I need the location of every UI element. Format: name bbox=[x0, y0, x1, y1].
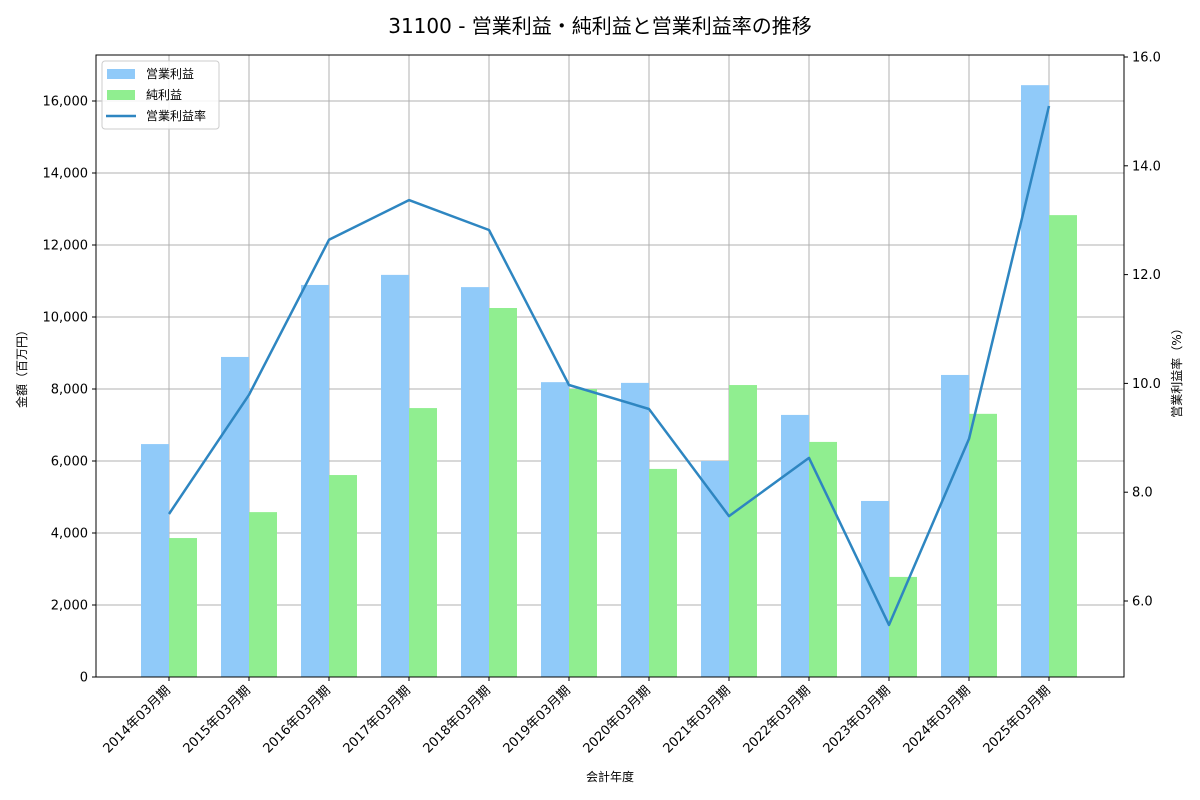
x-axis: 2014年03月期 2015年03月期 2016年03月期 2017年03月期 2018… bbox=[101, 677, 1054, 757]
bar-net-profit bbox=[809, 441, 837, 677]
bar-operating-profit bbox=[1021, 85, 1049, 677]
legend: 営業利益 純利益 営業利益率 bbox=[101, 60, 220, 130]
bar-operating-profit bbox=[701, 461, 729, 677]
x-tick-label: 2019年03月期 bbox=[501, 683, 574, 756]
bar-net-profit bbox=[329, 475, 357, 677]
legend-label-operating-profit: 営業利益 bbox=[146, 67, 194, 81]
x-tick-label: 2022年03月期 bbox=[741, 683, 814, 756]
bars bbox=[141, 85, 1077, 677]
y2-tick-label: 16.0 bbox=[1132, 51, 1161, 66]
y-tick-label: 2,000 bbox=[51, 599, 88, 614]
legend-label-margin: 営業利益率 bbox=[146, 108, 206, 123]
bar-operating-profit bbox=[941, 374, 969, 677]
y-tick-label: 4,000 bbox=[51, 527, 88, 542]
margin-polyline bbox=[167, 105, 1051, 627]
y-tick-label: 14,000 bbox=[43, 167, 89, 182]
y-axis-label: 金額（百万円） bbox=[14, 324, 29, 408]
bar-operating-profit bbox=[141, 444, 169, 677]
y-tick-label: 6,000 bbox=[51, 455, 88, 470]
y-tick-label: 0 bbox=[80, 671, 88, 686]
x-tick-label: 2016年03月期 bbox=[261, 683, 334, 756]
x-tick-label: 2021年03月期 bbox=[661, 683, 734, 756]
bar-net-profit bbox=[489, 308, 517, 677]
y-tick-label: 8,000 bbox=[51, 383, 88, 398]
bar-net-profit bbox=[169, 538, 197, 677]
x-tick-label: 2014年03月期 bbox=[101, 683, 174, 756]
bar-operating-profit bbox=[861, 500, 889, 677]
x-axis-label: 会計年度 bbox=[586, 769, 634, 784]
y2-tick-label: 8.0 bbox=[1132, 486, 1153, 501]
bar-net-profit bbox=[649, 468, 677, 677]
bar-net-profit bbox=[249, 512, 277, 677]
x-tick-label: 2015年03月期 bbox=[181, 683, 254, 756]
y-tick-label: 16,000 bbox=[43, 95, 89, 110]
y-tick-label: 10,000 bbox=[43, 311, 89, 326]
x-tick-label: 2018年03月期 bbox=[421, 683, 494, 756]
bar-net-profit bbox=[969, 413, 997, 677]
y-axis-left: 0 2,000 4,000 6,000 8,000 10,000 12,000 14,000 1… bbox=[43, 95, 96, 686]
y2-tick-label: 10.0 bbox=[1132, 377, 1161, 392]
bar-operating-profit bbox=[381, 274, 409, 677]
plot-frame bbox=[95, 54, 1125, 678]
x-tick-label: 2023年03月期 bbox=[821, 683, 894, 756]
y2-tick-label: 6.0 bbox=[1132, 595, 1153, 610]
bar-net-profit bbox=[409, 408, 437, 677]
bar-operating-profit bbox=[541, 382, 569, 677]
bar-net-profit bbox=[729, 385, 757, 677]
y-tick-label: 12,000 bbox=[43, 239, 89, 254]
bar-net-profit bbox=[569, 389, 597, 677]
bar-operating-profit bbox=[221, 356, 249, 677]
y2-tick-label: 14.0 bbox=[1132, 159, 1161, 174]
bar-operating-profit bbox=[301, 284, 329, 677]
y2-tick-label: 12.0 bbox=[1132, 268, 1161, 283]
x-tick-label: 2020年03月期 bbox=[581, 683, 654, 756]
bar-net-profit bbox=[1049, 215, 1077, 677]
chart-title: 31100 - 営業利益・純利益と営業利益率の推移 bbox=[388, 14, 812, 38]
y2-axis-label: 営業利益率（%） bbox=[1169, 322, 1184, 417]
bar-operating-profit bbox=[461, 287, 489, 677]
y-axis-right: 6.0 8.0 10.0 12.0 14.0 16.0 bbox=[1124, 51, 1161, 610]
x-tick-label: 2017年03月期 bbox=[341, 683, 414, 756]
x-tick-label: 2025年03月期 bbox=[981, 683, 1054, 756]
legend-swatch-operating-profit bbox=[107, 69, 135, 79]
legend-swatch-net-profit bbox=[107, 90, 135, 100]
bar-operating-profit bbox=[621, 382, 649, 677]
legend-label-net-profit: 純利益 bbox=[146, 88, 182, 102]
margin-line bbox=[167, 105, 1051, 627]
x-tick-label: 2024年03月期 bbox=[901, 683, 974, 756]
bar-operating-profit bbox=[781, 414, 809, 677]
